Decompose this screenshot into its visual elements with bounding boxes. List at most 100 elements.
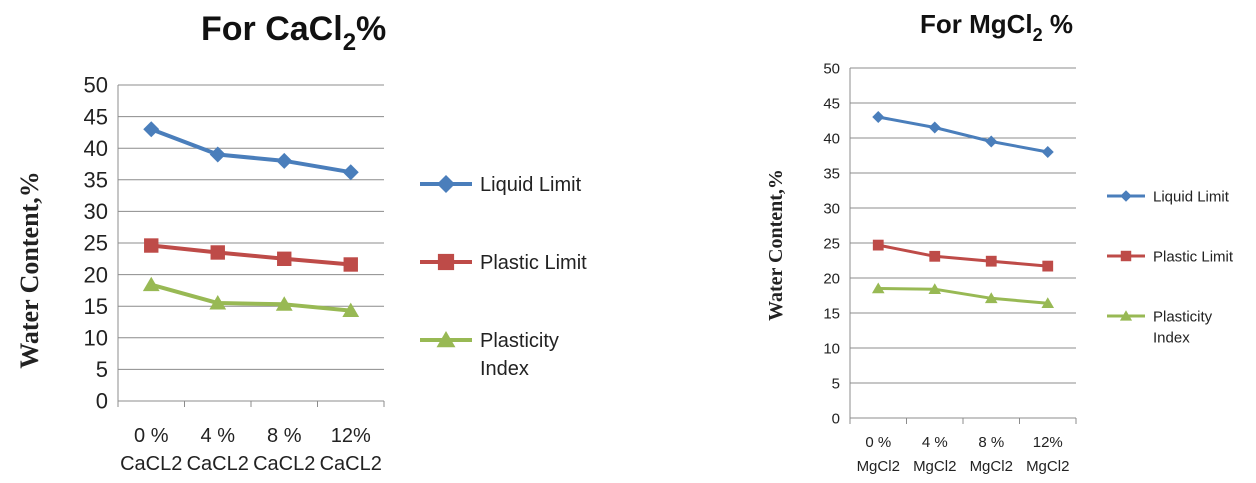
series-line [877,115,1049,154]
legend-marker [437,253,455,271]
y-tick-label: 15 [823,305,840,322]
series-plasticity-index [871,282,1055,308]
series-line [878,287,1048,305]
x-tick-label: CaCL2 [253,453,315,475]
series-line [150,282,351,313]
x-tick-label: 12% [1033,434,1063,451]
series-liquid-limit [872,111,1054,158]
y-tick-label: 40 [84,136,108,161]
x-tick-label: MgCl2 [913,458,956,475]
data-point [1041,146,1054,158]
data-point [210,245,225,260]
chart-title-suffix: % [356,10,386,48]
data-point [209,295,227,310]
data-point [985,255,997,267]
series-line [150,127,352,175]
y-tick-label: 0 [96,389,108,414]
y-tick-label: 25 [84,231,108,256]
chart-2: For MgCl2 % 0 5 10 15 20 25 30 35 40 45 50 0 % MgCl2 4… [765,9,1234,475]
chart-title-suffix: % [1043,9,1073,39]
chart-title-main: For MgCl [920,9,1033,39]
legend-label: Plasticity [1153,308,1213,325]
data-point [985,135,998,148]
y-tick-label: 35 [823,165,840,182]
y-tick-label: 5 [832,375,840,392]
data-point [872,239,884,251]
y-tick-label: 10 [84,326,108,351]
data-point [872,111,885,123]
data-point [142,276,160,292]
x-tick-label: 12% [331,425,371,447]
data-point [928,283,942,294]
legend-marker [1120,250,1132,262]
y-axis-label: Water Content,% [765,169,787,321]
y-tick-label: 5 [96,357,108,382]
x-tick-label: 0 % [865,434,891,451]
y-tick-label: 35 [84,168,108,193]
x-tick-label: CaCL2 [120,453,182,475]
data-point [929,250,941,262]
y-tick-label: 20 [823,270,840,287]
data-point [277,251,292,266]
y-tick-label: 30 [823,200,840,217]
data-point [144,238,159,253]
legend-label: Liquid Limit [1153,188,1230,205]
x-tick-label: MgCl2 [970,458,1013,475]
y-tick-label: 0 [832,410,840,427]
y-tick-label: 45 [823,95,840,112]
data-point [143,121,160,138]
y-tick-label: 50 [823,60,840,77]
data-point [984,292,998,304]
series-plastic-limit [144,238,358,272]
y-tick-label: 40 [823,130,840,147]
data-point [1041,297,1055,308]
series-liquid-limit [143,121,359,181]
series-plasticity-index [142,276,360,318]
x-tick-label: 0 % [134,425,169,447]
legend-label: Plasticity [480,330,559,352]
chart-title-main: For CaCl [201,10,343,48]
series-plastic-limit [872,239,1054,272]
x-tick-label: MgCl2 [1026,458,1069,475]
data-point [1042,260,1054,272]
y-tick-label: 50 [84,73,108,98]
x-tick-label: MgCl2 [857,458,900,475]
data-point [209,146,226,163]
y-tick-label: 25 [823,235,840,252]
legend-label: Index [480,358,529,380]
y-tick-label: 15 [84,294,108,319]
x-tick-label: CaCL2 [320,453,382,475]
chart-title-subscript: 2 [343,29,356,56]
series-line [151,243,351,267]
legend-label: Index [1153,329,1190,346]
data-point [342,302,360,318]
x-tick-label: CaCL2 [187,453,249,475]
y-axis-label: Water Content,% [15,171,44,368]
chart-title-subscript: 2 [1033,25,1043,45]
x-tick-label: 8 % [267,425,302,447]
series-line [877,243,1048,268]
x-tick-label: 8 % [978,434,1004,451]
chart-1: For CaCl2% 0 5 10 15 20 25 30 35 40 45 50 0 % CaCL2 4 … [15,10,587,475]
legend-marker [1120,190,1132,202]
data-point [928,121,941,134]
chart-title: For MgCl2 % [920,9,1073,45]
data-point [342,164,359,181]
legend-label: Plastic Limit [480,252,587,274]
legend-marker [1119,310,1133,321]
data-point [343,257,358,272]
y-tick-label: 20 [84,262,108,287]
data-point [276,152,293,169]
y-tick-label: 10 [823,340,840,357]
chart-title: For CaCl2% [201,10,386,56]
legend-marker [437,175,455,193]
x-tick-label: 4 % [922,434,948,451]
data-point [871,282,885,294]
x-tick-label: 4 % [201,425,236,447]
legend-marker [436,331,456,348]
legend-label: Liquid Limit [480,174,582,196]
y-tick-label: 30 [84,199,108,224]
legend-label: Plastic Limit [1153,248,1234,265]
y-tick-label: 45 [84,104,108,129]
